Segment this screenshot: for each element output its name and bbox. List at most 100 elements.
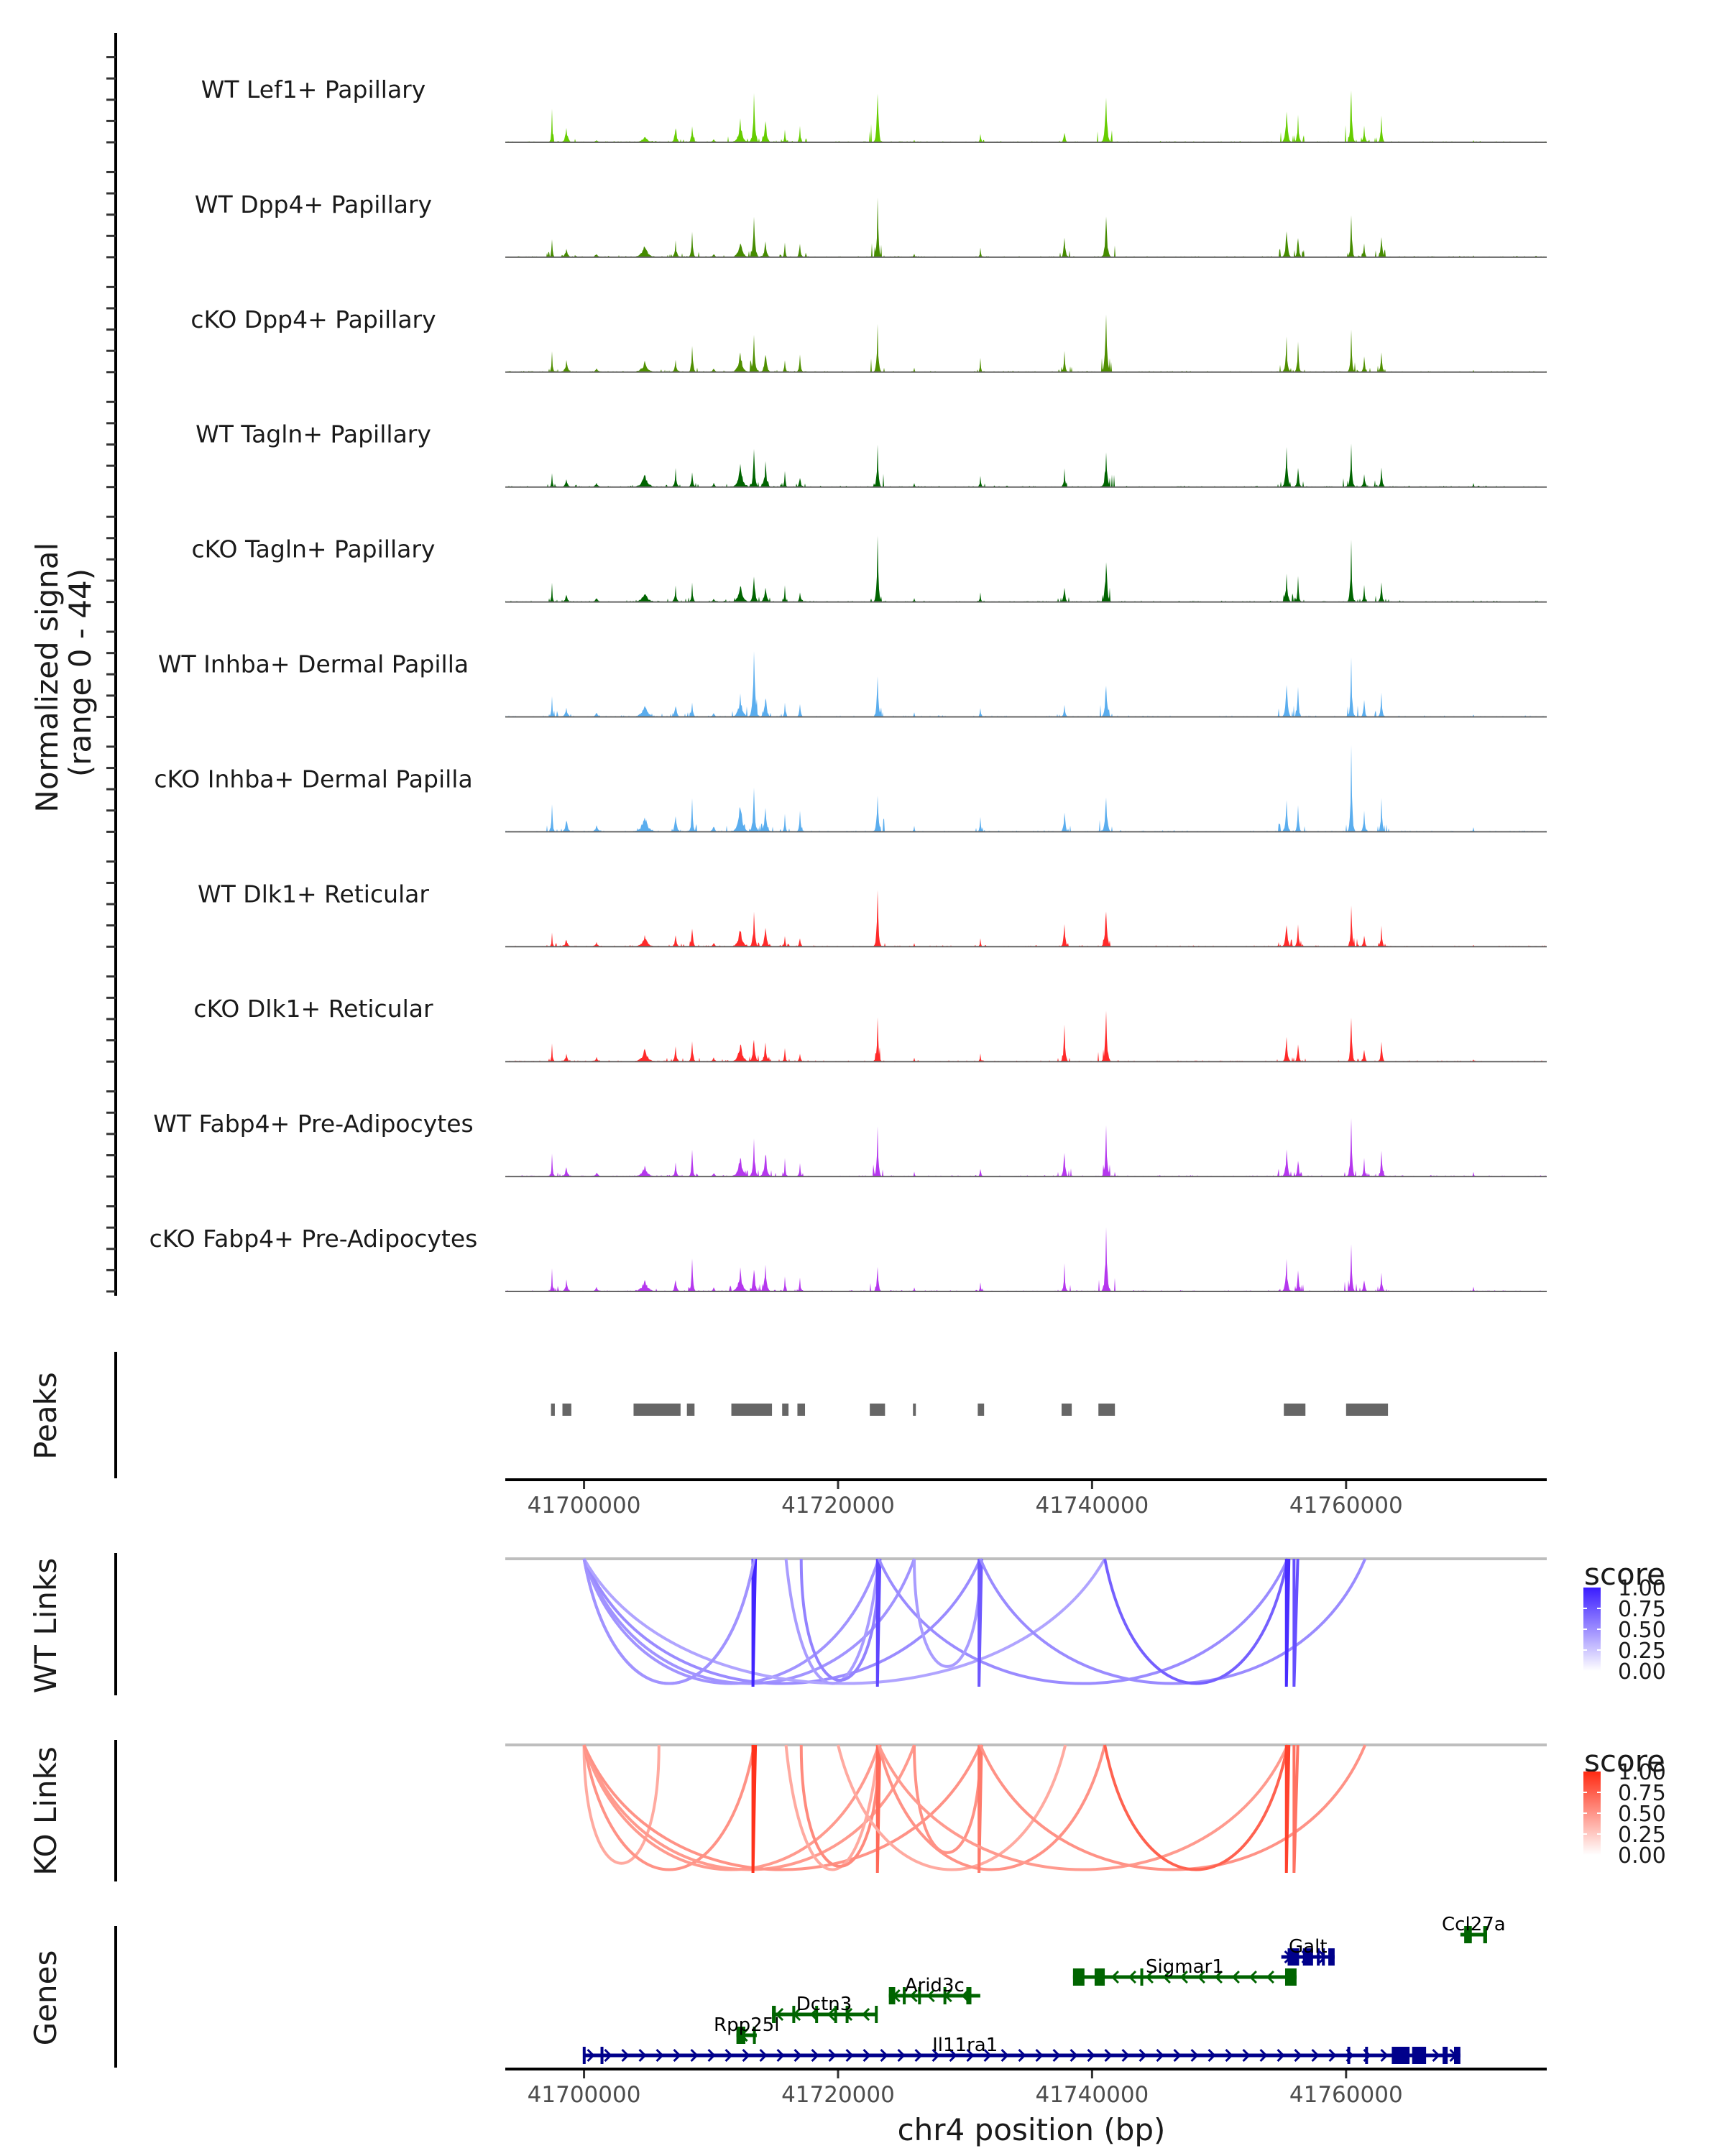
peak-region [913,1404,916,1416]
chevron-left-icon [1266,1970,1274,1984]
peaks-panel-label: Peaks [28,1372,63,1460]
x-axis-title: chr4 position (bp) [898,2112,1166,2147]
chevron-left-icon [861,2007,870,2022]
peaks-x-axis-ticks: 41700000 41720000 41740000 41760000 [528,1481,1403,1519]
exon [1454,2047,1460,2064]
legend-tick-label: 0.50 [1618,1802,1666,1827]
peak-region [797,1404,806,1416]
ko-legend-ticks: 1.000.750.500.250.00 [1583,1760,1666,1869]
wt-legend-ticks: 1.000.750.500.250.00 [1583,1576,1666,1685]
exon [1317,1948,1320,1966]
chevron-right-icon [1294,2048,1302,2063]
exon [1443,2047,1448,2064]
link-arc [582,1744,982,1871]
link-arc [1292,1744,1300,1874]
y-title-line-1: Normalized signal [29,543,65,813]
link-arc [877,1558,1289,1685]
ko-link-arcs [582,1744,1367,1874]
exon [888,1987,896,2004]
coverage-area [505,1227,1547,1291]
peak-region [1061,1404,1072,1416]
chevron-left-icon [1162,1970,1171,1984]
coverage-y-axis-title: Normalized signal (range 0 - 44) [29,533,98,812]
legend-tick-label: 0.25 [1618,1823,1666,1848]
legend-tick-label: 1.00 [1618,1576,1666,1601]
ko-links-panel-label: KO Links [28,1746,63,1876]
gene-label: Sigmar1 [1146,1956,1224,1978]
chevron-right-icon [1380,2048,1389,2063]
gene-label: Rpp25l [714,2014,779,2036]
coverage-track: cKO Dlk1+ Reticular [193,995,1547,1063]
peak-region [686,1404,695,1416]
peak-region [978,1404,985,1416]
chevron-right-icon [949,2048,957,2063]
gene-label: Ccl27a [1442,1914,1506,1935]
exon [582,2047,586,2064]
exon [1140,1968,1144,1986]
coverage-area [505,535,1547,602]
chevron-right-icon [1173,2048,1182,2063]
chevron-right-icon [621,2048,630,2063]
coverage-area [505,1118,1547,1177]
track-label: cKO Inhba+ Dermal Papilla [154,765,472,793]
exon [815,2006,819,2023]
chevron-right-icon [1121,2048,1130,2063]
exon [1483,1926,1487,1943]
gene-model: Sigmar1 [1072,1956,1297,1986]
link-arc [979,1744,1367,1871]
link-arc [582,1744,756,1871]
chevron-left-icon [1179,1970,1188,1984]
link-arc [875,1744,882,1874]
legend-tick-label: 0.50 [1618,1618,1666,1643]
coverage-track: cKO Tagln+ Papillary [192,535,1547,603]
chevron-right-icon [1052,2048,1061,2063]
exon [772,2006,776,2023]
coverage-area [505,651,1547,717]
peak-regions [551,1404,1389,1416]
gene-model: Dctn3 [772,1994,878,2023]
chevron-left-icon [1128,1970,1136,1984]
link-arc [1103,1558,1289,1685]
chevron-right-icon [638,2048,647,2063]
chevron-right-icon [1070,2048,1078,2063]
legend-tick-label: 0.75 [1618,1781,1666,1806]
chevron-right-icon [1328,2048,1337,2063]
chevron-right-icon [828,2048,837,2063]
chevron-right-icon [966,2048,975,2063]
chevron-right-icon [604,2048,612,2063]
chevron-right-icon [759,2048,768,2063]
x-tick-label: 41760000 [1289,2082,1403,2108]
chevron-right-icon [1156,2048,1164,2063]
chevron-right-icon [1035,2048,1044,2063]
link-arc [799,1558,880,1682]
track-label: WT Lef1+ Papillary [201,75,426,103]
wt-legend-title: score [1584,1557,1665,1592]
link-arc [582,1558,1106,1685]
exon [1365,2047,1368,2064]
y-title-line-2: (range 0 - 44) [63,568,98,777]
chevron-right-icon [897,2048,906,2063]
link-arc [751,1744,758,1874]
exon [736,2027,745,2044]
chevron-right-icon [1318,1950,1327,1964]
link-arc [979,1558,1367,1685]
chevron-right-icon [862,2048,871,2063]
chevron-right-icon [1000,2048,1009,2063]
exon [753,2027,756,2044]
wt-links-panel-label: WT Links [28,1558,63,1693]
chevron-right-icon [1087,2048,1095,2063]
gene-model: Galt [1281,1936,1335,1966]
chevron-right-icon [811,2048,819,2063]
coverage-area [505,90,1547,142]
exon [875,2006,878,2023]
chevron-left-icon [909,1989,918,2003]
exon [1328,1948,1335,1966]
link-arc [913,1558,982,1668]
coverage-track: WT Dpp4+ Papillary [195,190,1547,258]
genes-panel-label: Genes [28,1950,63,2046]
link-arc [1284,1558,1291,1687]
chevron-left-icon [1248,1970,1257,1984]
wt-link-arcs [582,1558,1367,1687]
exon [1464,1926,1472,1943]
chevron-left-icon [1145,1970,1154,1984]
